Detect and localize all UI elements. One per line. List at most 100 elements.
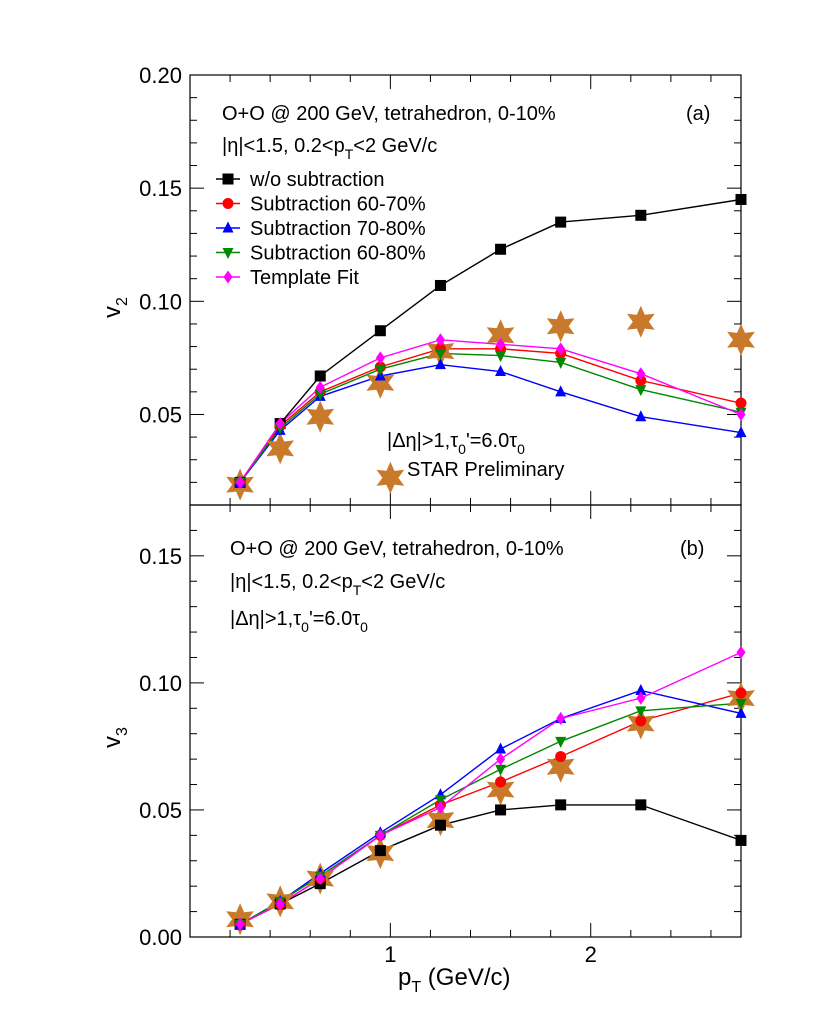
data-point	[315, 872, 325, 886]
data-point	[555, 357, 567, 369]
data-point	[636, 367, 646, 381]
data-point	[495, 804, 507, 816]
star-point	[376, 461, 405, 494]
data-point	[235, 917, 245, 931]
panel-a-markers	[234, 193, 747, 489]
y-tick-label: 0.15	[139, 176, 182, 201]
star-point	[546, 310, 575, 343]
panel-a-v2: 0.05 0.10 0.15 0.20 O+O @ 200 GeV, tetrahed…	[99, 63, 755, 506]
data-point	[275, 417, 285, 431]
data-point	[635, 799, 647, 811]
legend-marker	[222, 248, 234, 259]
data-point	[314, 389, 326, 401]
data-point	[555, 799, 567, 811]
data-point	[434, 795, 446, 807]
data-point	[635, 410, 647, 422]
data-point	[635, 375, 647, 387]
y-tick-label: 0.05	[139, 798, 182, 823]
star-point	[727, 323, 755, 356]
data-point	[495, 243, 507, 255]
data-point	[235, 475, 245, 489]
data-point	[635, 706, 647, 718]
data-point	[495, 742, 507, 754]
panel-b-v3: 0.00 0.05 0.10 0.15 O+O @ 200 GeV, tetrahed…	[99, 504, 755, 950]
data-point	[555, 385, 567, 397]
x-axis-label: pT (GeV/c)	[398, 964, 510, 996]
data-point	[556, 342, 566, 356]
data-point	[314, 370, 326, 382]
data-point	[435, 800, 445, 814]
data-point	[434, 279, 446, 291]
data-point	[635, 684, 647, 696]
data-point	[495, 364, 507, 376]
panel-b-annotation-cuts: |η|<1.5, 0.2<pT<2 GeV/c	[230, 571, 445, 598]
data-point	[374, 845, 386, 857]
panel-a-annotation-cuts: |η|<1.5, 0.2<pT<2 GeV/c	[222, 135, 437, 162]
data-point	[495, 764, 507, 776]
data-point	[555, 751, 567, 763]
legend-marker	[222, 198, 234, 209]
panel-a-eta-tau-annotation: |Δη|>1,τ0'=6.0τ0	[387, 430, 525, 457]
data-point	[635, 209, 647, 221]
data-point	[374, 325, 386, 337]
data-point	[315, 380, 325, 394]
star-point	[627, 305, 655, 338]
panel-b-annotation-eta-tau: |Δη|>1,τ0'=6.0τ0	[230, 608, 368, 635]
star-point	[366, 366, 395, 399]
star-point	[266, 432, 294, 465]
data-point	[375, 351, 385, 365]
panel-b-star-points	[226, 682, 755, 936]
data-point	[434, 358, 446, 370]
series-line	[239, 689, 741, 925]
panel-a-panel-label: (a)	[686, 103, 710, 125]
data-point	[735, 193, 747, 205]
star-point	[306, 400, 335, 433]
data-point	[736, 407, 746, 421]
legend-label: Template Fit	[250, 267, 359, 289]
panel-b-annotation-title: O+O @ 200 GeV, tetrahedron, 0-10%	[230, 538, 564, 560]
data-point	[496, 752, 506, 766]
series-line	[239, 804, 741, 925]
panel-b-markers	[234, 645, 747, 931]
star-preliminary-label: STAR Preliminary	[407, 459, 564, 481]
data-point	[556, 711, 566, 725]
star-point	[546, 750, 575, 783]
star-point	[486, 319, 515, 352]
data-point	[275, 897, 285, 911]
data-point	[635, 715, 647, 727]
data-point	[735, 426, 747, 438]
data-point	[555, 736, 567, 748]
legend-label: Subtraction 60-80%	[250, 243, 426, 265]
data-point	[495, 776, 507, 788]
data-point	[435, 333, 445, 347]
star-point	[486, 773, 515, 806]
legend-label: Subtraction 60-70%	[250, 194, 426, 216]
data-point	[635, 385, 647, 397]
panel-a-annotation-title: O+O @ 200 GeV, tetrahedron, 0-10%	[222, 103, 556, 125]
y-tick-label: 0.10	[139, 289, 182, 314]
data-point	[735, 397, 747, 409]
legend-label: w/o subtraction	[249, 169, 385, 191]
data-point	[735, 698, 747, 710]
data-point	[736, 645, 746, 659]
data-point	[375, 828, 385, 842]
data-point	[735, 834, 747, 846]
data-point	[495, 351, 507, 363]
data-point	[735, 687, 747, 699]
legend-label: Subtraction 70-80%	[250, 218, 426, 240]
y-tick-label: 0.20	[139, 63, 182, 88]
data-point	[434, 348, 446, 360]
panel-b-panel-label: (b)	[680, 538, 704, 560]
data-point	[735, 706, 747, 718]
y-tick-label: 0.00	[139, 925, 182, 950]
panel-a-ticks: 0.05 0.10 0.15 0.20	[139, 63, 741, 506]
legend-marker	[223, 270, 233, 284]
data-point	[496, 337, 506, 351]
data-point	[636, 691, 646, 705]
data-point	[374, 364, 386, 376]
data-point	[434, 819, 446, 831]
panel-b-ticks: 0.00 0.05 0.10 0.15	[139, 504, 741, 950]
